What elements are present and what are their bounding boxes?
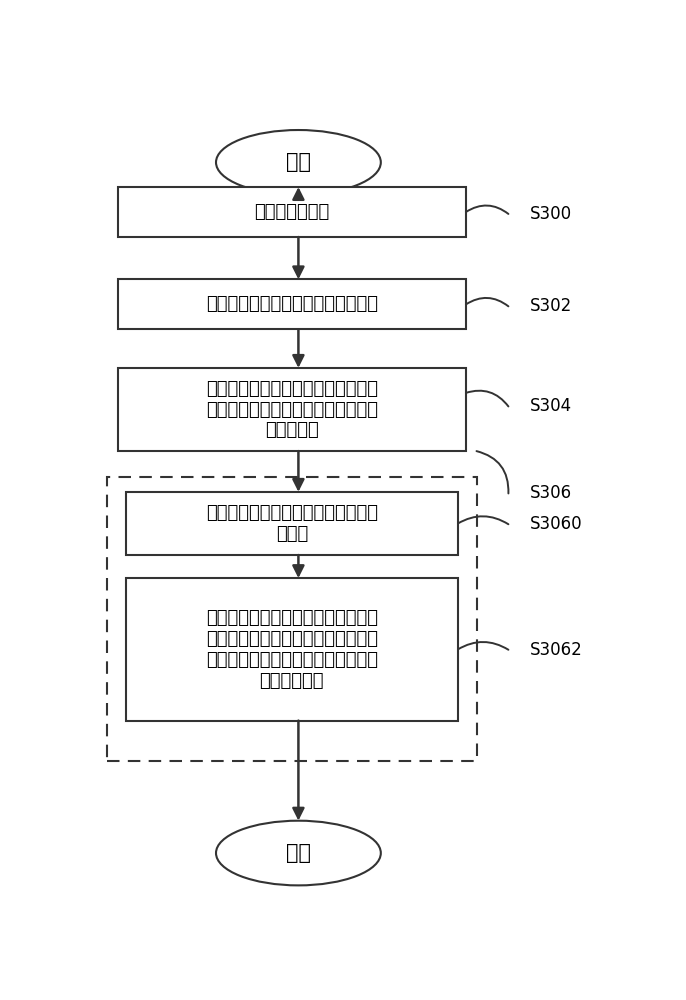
Text: S3062: S3062 xyxy=(530,641,582,659)
Bar xyxy=(126,492,458,555)
Text: 结束: 结束 xyxy=(286,843,311,863)
Bar xyxy=(126,578,458,721)
Text: 根据食物相邻两个时刻的温度的差値
以及相邻两个时刻的差値计算多个温
度上升速率: 根据食物相邻两个时刻的温度的差値 以及相邻两个时刻的差値计算多个温 度上升速率 xyxy=(206,380,378,439)
Bar xyxy=(118,187,466,237)
Text: S304: S304 xyxy=(530,397,572,415)
Bar xyxy=(118,279,466,329)
Text: S3060: S3060 xyxy=(530,515,582,533)
Text: 检测加热过程中不同时刻食物的温度: 检测加热过程中不同时刻食物的温度 xyxy=(206,295,378,313)
Bar xyxy=(118,368,466,451)
Text: S300: S300 xyxy=(530,205,572,223)
Text: 开始: 开始 xyxy=(286,152,311,172)
Bar xyxy=(107,477,477,761)
Text: 检测食物的重量: 检测食物的重量 xyxy=(254,203,329,221)
Text: S302: S302 xyxy=(530,297,572,315)
Text: 对多个温度上升速率求温度上升速率
平均値: 对多个温度上升速率求温度上升速率 平均値 xyxy=(206,504,378,543)
Ellipse shape xyxy=(216,821,381,885)
Text: S306: S306 xyxy=(530,484,572,502)
Text: 基于温度上升速率平均値、所检测的
食物的重量以及预先存储的食物类型
与温度上升速率和食物的重量的关系
确定食物类型: 基于温度上升速率平均値、所检测的 食物的重量以及预先存储的食物类型 与温度上升速… xyxy=(206,609,378,690)
Ellipse shape xyxy=(216,130,381,195)
